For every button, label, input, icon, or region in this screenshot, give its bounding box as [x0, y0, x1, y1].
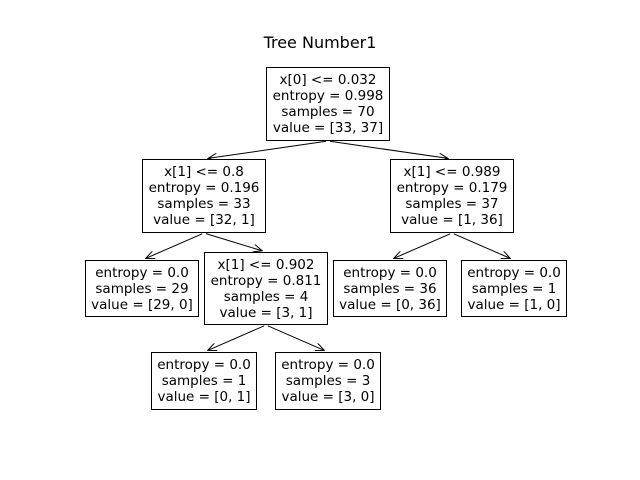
- node-line: samples = 70: [281, 104, 375, 120]
- node-line: samples = 1: [161, 373, 247, 389]
- edge-n6-n7: [394, 233, 451, 259]
- node-line: samples = 33: [157, 196, 251, 212]
- edge-n1-n3: [205, 233, 262, 251]
- node-line: entropy = 0.0: [281, 357, 375, 373]
- edge-n6-n8: [453, 233, 511, 259]
- node-line: value = [3, 1]: [219, 304, 313, 321]
- edge-n3-n4: [208, 325, 265, 351]
- node-line: entropy = 0.179: [396, 180, 508, 196]
- node-line: samples = 36: [343, 280, 437, 297]
- tree-node-n5: entropy = 0.0 samples = 3 value = [3, 0]: [275, 352, 381, 410]
- node-line: value = [33, 37]: [272, 120, 384, 136]
- node-line: value = [29, 0]: [91, 296, 193, 313]
- edge-n3-n5: [267, 325, 325, 351]
- node-line: value = [32, 1]: [153, 212, 255, 228]
- node-line: samples = 29: [95, 280, 189, 297]
- edge-n1-n2: [146, 233, 203, 259]
- tree-node-n8: entropy = 0.0 samples = 1 value = [1, 0]: [461, 260, 567, 317]
- node-line: samples = 3: [285, 373, 371, 389]
- node-line: samples = 1: [471, 280, 557, 297]
- node-line: value = [3, 0]: [281, 389, 375, 405]
- node-line: entropy = 0.0: [343, 264, 437, 281]
- node-line: entropy = 0.0: [467, 264, 561, 281]
- tree-node-n7: entropy = 0.0 samples = 36 value = [0, 36]: [333, 260, 447, 317]
- node-line: value = [1, 0]: [467, 296, 561, 313]
- tree-node-n6: x[1] <= 0.989 entropy = 0.179 samples = 37…: [390, 159, 514, 233]
- node-line: x[1] <= 0.902: [217, 256, 315, 273]
- node-line: samples = 37: [405, 196, 499, 212]
- edge-n0-n1: [208, 140, 327, 158]
- node-line: entropy = 0.196: [148, 180, 260, 196]
- tree-node-n1: x[1] <= 0.8 entropy = 0.196 samples = 33 va…: [142, 159, 266, 233]
- node-line: entropy = 0.811: [210, 272, 322, 289]
- node-line: entropy = 0.0: [157, 357, 251, 373]
- node-line: value = [0, 1]: [157, 389, 251, 405]
- tree-node-n2: entropy = 0.0 samples = 29 value = [29, 0]: [85, 260, 199, 317]
- node-line: value = [1, 36]: [401, 212, 503, 228]
- node-line: x[0] <= 0.032: [279, 72, 377, 88]
- tree-node-n0: x[0] <= 0.032 entropy = 0.998 samples = 70…: [266, 67, 390, 141]
- node-line: value = [0, 36]: [339, 296, 441, 313]
- node-line: entropy = 0.0: [95, 264, 189, 281]
- node-line: x[1] <= 0.8: [164, 164, 244, 180]
- node-line: entropy = 0.998: [272, 88, 384, 104]
- edge-n0-n6: [329, 140, 448, 158]
- tree-node-n4: entropy = 0.0 samples = 1 value = [0, 1]: [151, 352, 257, 410]
- node-line: x[1] <= 0.989: [403, 164, 501, 180]
- diagram-title: Tree Number1: [263, 33, 377, 52]
- node-line: samples = 4: [223, 288, 309, 305]
